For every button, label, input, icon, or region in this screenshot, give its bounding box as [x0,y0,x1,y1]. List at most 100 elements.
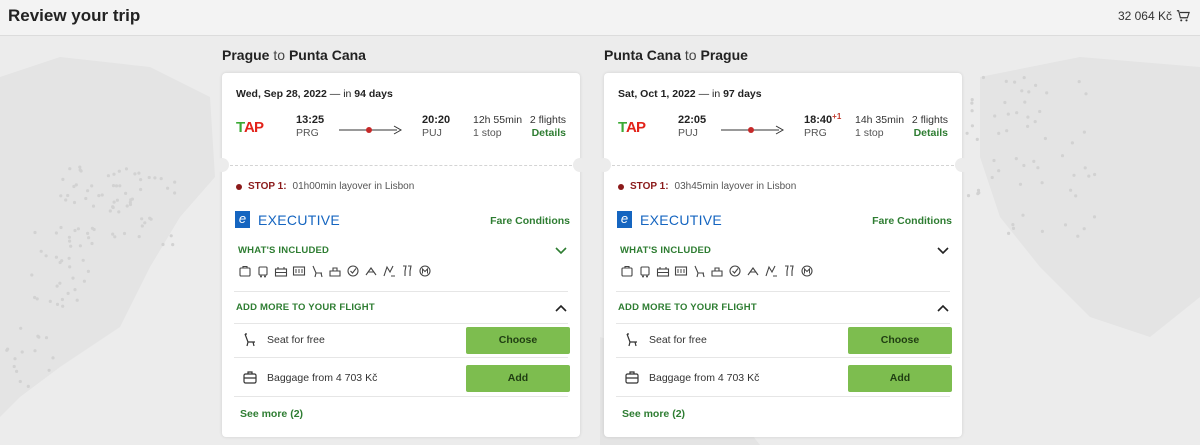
flight-duration: 12h 55min [473,114,523,126]
section-divider [234,291,568,292]
map-dot [137,171,141,175]
map-dot [91,204,96,208]
map-dot [90,226,94,230]
map-dot [171,243,175,247]
map-dot [1087,174,1091,178]
cart-summary[interactable]: 32 064 Kč [1118,9,1190,23]
seat-icon [244,333,255,347]
map-dot [47,368,51,372]
map-dot [173,180,177,184]
world-map-background [0,57,1200,445]
next-day-badge: +1 [832,112,842,121]
whats-included-heading[interactable]: WHAT'S INCLUDED [238,245,330,256]
lounge-icon [710,264,724,278]
map-dot [26,384,30,388]
tap-airline-logo: T A P [236,119,264,135]
map-dot [37,335,41,339]
flight-duration: 14h 35min [855,114,905,126]
executive-class-icon: e [617,211,632,228]
map-dot [122,231,127,236]
map-dot [1069,188,1073,192]
chevron-up-icon[interactable] [936,303,950,313]
map-dot [19,326,23,330]
map-dot [97,194,101,198]
whats-included-heading[interactable]: WHAT'S INCLUDED [620,245,712,256]
chevron-down-icon[interactable] [936,246,950,256]
map-dot [30,273,34,277]
checked-bag-icon [656,264,670,278]
add-more-heading[interactable]: ADD MORE TO YOUR FLIGHT [236,302,375,313]
map-dot [66,291,70,295]
included-icons [620,264,814,278]
fare-conditions-link[interactable]: Fare Conditions [872,215,952,227]
map-dot [1060,154,1065,158]
map-dot [1033,120,1037,124]
trolley-bag-icon [638,264,652,278]
svg-text:T: T [236,119,245,135]
map-dot [147,175,151,180]
baggage-icon [243,371,257,384]
map-dot [87,236,91,240]
map-dot [1092,215,1097,219]
priority-icon [346,264,360,278]
map-dot [133,172,137,176]
map-dot [1003,100,1007,105]
map-dot [112,200,116,204]
map-dot [117,210,121,214]
fare-class-label: EXECUTIVE [640,212,723,228]
map-dot [997,131,1001,135]
inbound-flight-card: Sat, Oct 1, 2022 — in 97 days T A P 22:0… [597,73,969,437]
details-link[interactable]: Details [913,127,948,139]
choose-seat-button[interactable]: Choose [848,326,952,354]
flight-path-arrow [721,125,784,135]
map-dot [1043,136,1047,141]
map-dot [71,276,75,280]
map-dot [64,198,68,202]
map-dot [140,217,144,221]
map-dot [1084,92,1088,96]
ticket-notch [215,158,229,172]
map-dot [58,281,62,285]
map-dot [67,256,71,260]
map-dot [1076,234,1080,238]
fare-class-label: EXECUTIVE [258,212,341,228]
cart-icon [1176,10,1190,22]
see-more-link[interactable]: See more (2) [240,408,304,420]
map-dot [148,216,152,220]
map-dot [966,194,971,198]
map-dot [1036,166,1040,170]
outbound-date: Wed, Sep 28, 2022 — in 94 days [236,88,393,100]
inbound-date: Sat, Oct 1, 2022 — in 97 days [618,88,762,100]
map-dot [970,109,974,113]
choose-seat-button[interactable]: Choose [466,326,570,354]
dashed-divider [612,165,954,166]
chevron-down-icon[interactable] [554,246,568,256]
map-dot [1038,109,1042,114]
flexible-change-icon [364,264,378,278]
map-dot [55,284,59,288]
add-baggage-button[interactable]: Add [848,364,952,392]
flexible-change-icon [746,264,760,278]
map-dot [140,224,144,228]
arrival-airport: PRG [804,127,827,139]
map-dot [33,230,37,235]
map-dot [1007,231,1011,235]
fare-conditions-link[interactable]: Fare Conditions [490,215,570,227]
add-more-heading[interactable]: ADD MORE TO YOUR FLIGHT [618,302,757,313]
map-dot [78,168,82,172]
inbound-route-title: Punta Cana to Prague [604,47,748,63]
trolley-bag-icon [256,264,270,278]
svg-text:T: T [618,119,627,135]
details-link[interactable]: Details [531,127,566,139]
map-dot [54,231,59,235]
chevron-up-icon[interactable] [554,303,568,313]
add-baggage-button[interactable]: Add [466,364,570,392]
map-dot [1093,172,1097,177]
map-dot [970,124,975,128]
map-dot [5,348,9,352]
map-dot [113,235,117,239]
map-dot [1022,76,1026,80]
see-more-link[interactable]: See more (2) [622,408,686,420]
map-dot [965,131,969,135]
included-icons [238,264,432,278]
